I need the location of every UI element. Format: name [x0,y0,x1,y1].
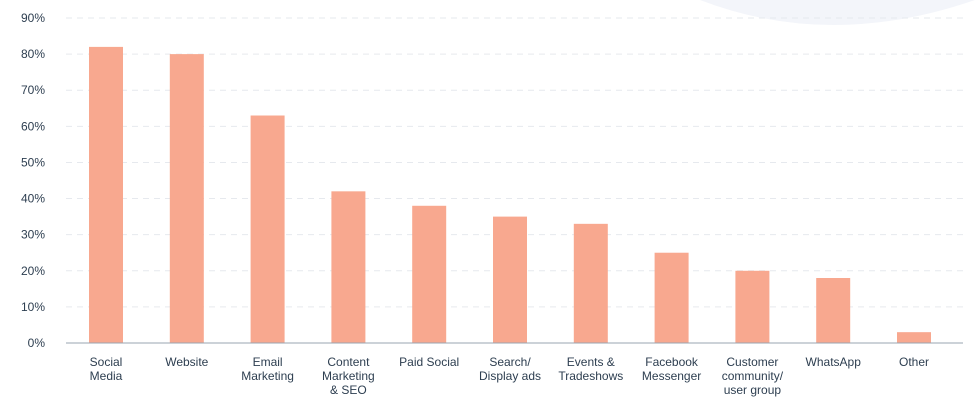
x-category-label: Content Marketing & SEO [322,355,375,397]
bar [816,278,851,343]
bar [331,191,366,343]
x-category-label: Website [165,355,208,369]
y-tick-label: 40% [21,192,45,206]
y-tick-label: 70% [21,83,45,97]
bar [412,205,447,343]
bars [89,46,931,344]
bar [493,216,527,343]
bar [654,252,689,343]
y-tick-label: 60% [21,119,45,133]
y-tick-label: 0% [28,336,46,350]
y-tick-label: 80% [21,47,45,61]
y-tick-label: 50% [21,155,45,169]
y-tick-label: 10% [21,300,45,314]
x-category-label: Paid Social [399,355,459,369]
x-category-label: Events & Tradeshows [558,355,623,383]
bar [169,54,204,343]
bar [573,223,608,343]
y-axis-ticks: 0% 10% 20% 30% 40% 50% 60% 70% 80% 90% [21,11,45,350]
y-tick-label: 90% [21,11,45,25]
bar [250,115,285,343]
bar [897,332,931,343]
x-category-label: Search/Display ads [479,355,541,383]
y-tick-label: 20% [21,264,45,278]
x-category-label: Social Media [90,355,123,383]
bar [735,270,770,343]
x-category-label: Email Marketing [241,355,294,383]
background-decoration [700,0,975,25]
x-category-label: WhatsApp [806,355,862,369]
x-axis-labels: Social Media Website Email Marketing Content M… [90,355,929,397]
x-category-label: Customer community/user group [722,355,784,397]
bar [89,46,123,344]
x-category-label: Facebook Messenger [642,355,701,383]
x-category-label: Other [899,355,929,369]
y-tick-label: 30% [21,228,45,242]
